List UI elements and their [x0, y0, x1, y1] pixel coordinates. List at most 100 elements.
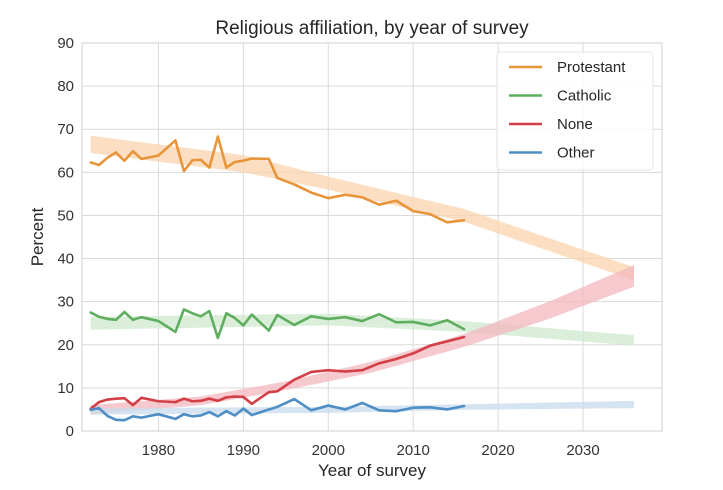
protestant-point: [310, 191, 313, 194]
none-point: [276, 390, 279, 393]
protestant-point: [182, 169, 186, 173]
protestant-point: [208, 166, 211, 169]
other-point: [361, 401, 364, 405]
none-point: [199, 399, 203, 403]
other-point: [276, 405, 279, 409]
y-tick-label: 0: [66, 423, 74, 440]
y-tick-label: 40: [57, 251, 74, 268]
protestant-point: [233, 160, 237, 164]
catholic-point: [208, 309, 211, 313]
protestant-point: [378, 203, 381, 206]
none-point: [361, 369, 364, 372]
catholic-point: [378, 312, 381, 316]
catholic-point: [140, 315, 143, 319]
x-tick-label: 1990: [227, 442, 260, 459]
y-tick-label: 90: [57, 35, 74, 52]
catholic-point: [344, 315, 347, 319]
y-tick-label: 30: [57, 294, 74, 311]
x-tick-label: 2000: [312, 442, 345, 459]
x-tick-label: 1980: [142, 442, 175, 459]
y-tick-label: 10: [57, 380, 74, 397]
none-point: [310, 370, 313, 374]
other-point: [174, 417, 177, 421]
other-point: [293, 397, 296, 401]
other-point: [378, 409, 381, 412]
y-tick-label: 20: [57, 337, 74, 354]
none-point: [174, 400, 177, 404]
none-point: [250, 402, 254, 406]
x-tick-label: 2010: [396, 442, 429, 459]
protestant-point: [267, 157, 271, 161]
other-point: [242, 407, 245, 410]
protestant-point: [428, 212, 432, 216]
other-point: [310, 409, 313, 412]
catholic-prediction-band: [90, 313, 634, 346]
legend: Protestant Catholic None Other: [496, 51, 654, 171]
other-point: [140, 416, 143, 419]
catholic-point: [276, 313, 279, 317]
other-point: [131, 415, 135, 418]
none-point: [445, 340, 449, 343]
catholic-legend-label: Catholic: [557, 88, 612, 105]
catholic-point: [267, 329, 271, 332]
series-lines: [89, 135, 466, 422]
catholic-point: [89, 311, 92, 314]
protestant-point: [293, 183, 296, 186]
other-point: [267, 408, 271, 411]
protestant-point: [106, 156, 109, 159]
catholic-point: [114, 318, 118, 321]
none-point: [208, 397, 211, 400]
protestant-point: [157, 154, 160, 157]
x-tick-label: 2020: [481, 442, 514, 459]
none-point: [97, 400, 101, 404]
other-point: [445, 408, 449, 411]
protestant-point: [445, 221, 449, 224]
none-point: [114, 397, 118, 400]
catholic-point: [106, 317, 109, 321]
protestant-point: [216, 135, 220, 138]
other-point: [344, 408, 347, 411]
catholic-point: [157, 319, 160, 323]
protestant-point: [131, 150, 135, 153]
other-point: [97, 406, 101, 410]
catholic-point: [131, 318, 135, 321]
catholic-point: [293, 323, 296, 327]
other-point: [199, 414, 203, 417]
none-point: [378, 362, 381, 365]
none-point: [123, 397, 126, 400]
protestant-point: [327, 197, 330, 200]
catholic-point: [361, 319, 364, 323]
y-axis-label: Percent: [28, 207, 47, 266]
protestant-point: [250, 157, 254, 160]
protestant-point: [199, 158, 203, 162]
other-point: [182, 412, 186, 416]
protestant-point: [395, 199, 398, 202]
catholic-point: [395, 321, 398, 324]
other-point: [411, 406, 415, 409]
other-point: [216, 415, 220, 418]
protestant-point: [361, 196, 364, 199]
other-point: [225, 409, 228, 413]
catholic-point: [191, 312, 194, 315]
x-axis-ticks: 1980 1990 2000 2010 2020 2030: [142, 442, 600, 459]
catholic-point: [216, 336, 220, 340]
none-point: [242, 395, 245, 399]
y-tick-label: 80: [57, 78, 74, 95]
catholic-point: [225, 312, 228, 315]
none-point: [395, 357, 398, 361]
y-tick-label: 50: [57, 207, 74, 224]
protestant-point: [89, 161, 92, 164]
other-point: [395, 409, 398, 413]
protestant-point: [344, 193, 347, 196]
catholic-point: [445, 319, 449, 322]
other-legend-label: Other: [557, 145, 595, 162]
catholic-point: [199, 315, 203, 318]
protestant-point: [225, 166, 228, 169]
y-tick-label: 60: [57, 164, 74, 181]
x-tick-label: 2030: [566, 442, 599, 459]
protestant-point: [242, 159, 245, 162]
none-prediction-band: [90, 265, 634, 415]
other-point: [123, 419, 126, 422]
none-point: [267, 391, 271, 394]
